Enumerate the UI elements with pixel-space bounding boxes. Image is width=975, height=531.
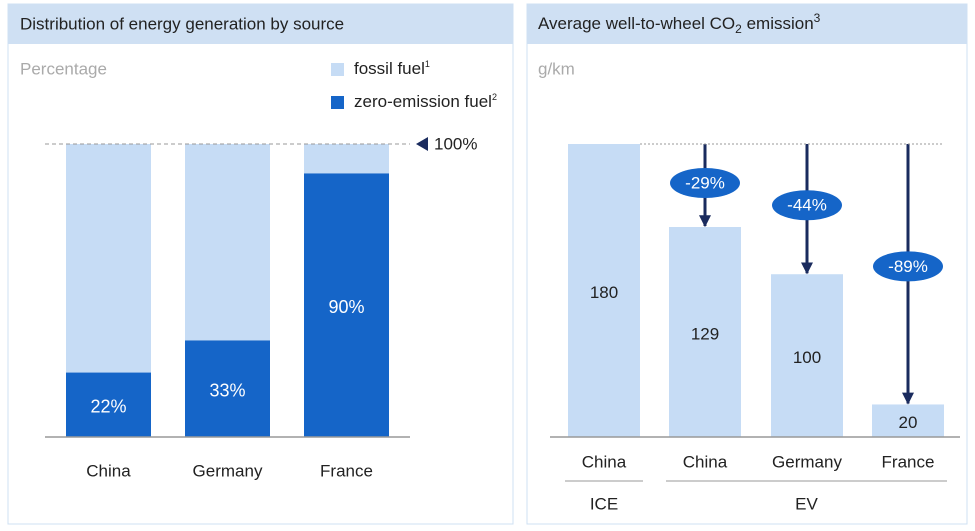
reference-label: 100% [434, 134, 477, 153]
legend-label: zero-emission fuel2 [354, 92, 497, 111]
chart-title: Distribution of energy generation by sou… [20, 14, 344, 33]
panel-header [8, 4, 513, 44]
x-tick-label: Germany [193, 461, 263, 480]
x-tick-label: Germany [772, 452, 842, 471]
value-label: 180 [590, 283, 618, 302]
x-tick-label: China [86, 461, 131, 480]
group-label: EV [795, 494, 818, 513]
legend-swatch [331, 63, 344, 76]
value-label: 129 [691, 324, 719, 343]
chart-title: Average well-to-wheel CO2 emission3 [538, 11, 821, 36]
legend-name: fossil fuel [354, 59, 425, 78]
bar [669, 227, 741, 437]
value-label: 33% [209, 380, 245, 400]
value-label: 90% [328, 297, 364, 317]
value-label: 22% [90, 397, 126, 417]
value-label: 20 [899, 413, 918, 432]
bar [568, 144, 640, 437]
bar [872, 404, 944, 437]
legend-name: zero-emission fuel [354, 92, 492, 111]
legend-note: 1 [425, 59, 430, 69]
bar [771, 274, 843, 437]
group-label: ICE [590, 494, 618, 513]
x-tick-label: France [882, 452, 935, 471]
reduction-badge [772, 190, 842, 221]
subtitle: g/km [538, 59, 575, 78]
reference-arrow [416, 137, 428, 151]
subtitle: Percentage [20, 59, 107, 78]
legend-swatch [331, 96, 344, 109]
bar-segment [304, 173, 389, 438]
value-label: 100 [793, 348, 821, 367]
title-note: 3 [814, 11, 821, 25]
reduction-badge [873, 251, 943, 282]
reduction-badge [670, 168, 740, 199]
x-tick-label: China [582, 452, 627, 471]
legend-note: 2 [492, 92, 497, 102]
title-part: emission [742, 14, 814, 33]
x-tick-label: France [320, 461, 373, 480]
bar-segment [185, 144, 270, 341]
legend-label: fossil fuel1 [354, 59, 430, 78]
reduction-label: -89% [888, 257, 928, 276]
bar-segment [66, 372, 151, 437]
bar-segment [304, 144, 389, 174]
bar-segment [66, 144, 151, 373]
reduction-label: -29% [685, 174, 725, 193]
title-sub: 2 [735, 22, 742, 36]
reduction-label: -44% [787, 196, 827, 215]
bar-segment [185, 340, 270, 437]
title-part: Average well-to-wheel CO [538, 14, 735, 33]
panel-header [527, 4, 967, 44]
x-tick-label: China [683, 452, 728, 471]
